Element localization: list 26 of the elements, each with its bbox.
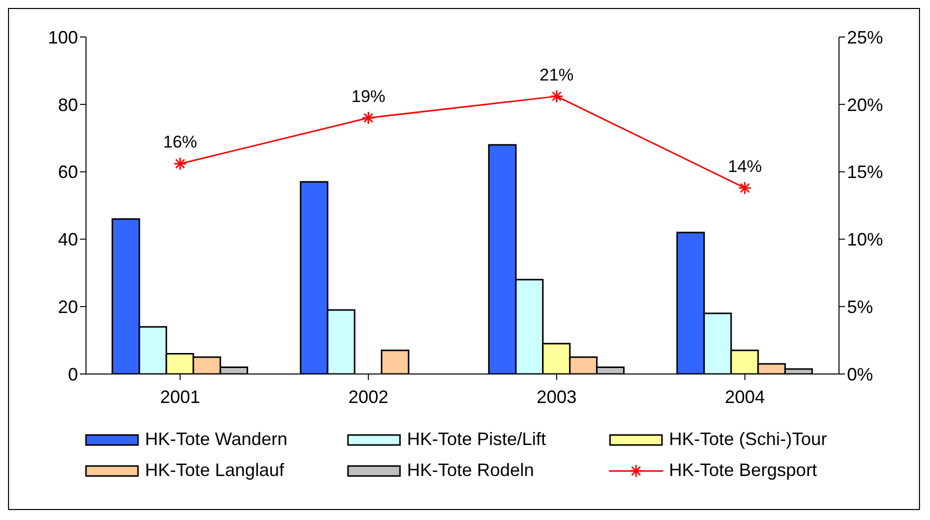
x-tick-label: 2001 [160,386,200,407]
y2-tick-label: 0% [847,364,874,384]
y2-tick-label: 20% [847,94,884,115]
legend-label: HK-Tote Piste/Lift [407,429,546,450]
y-tick-label: 40 [58,230,78,250]
legend-label: HK-Tote Langlauf [145,460,284,481]
data-label: 16% [163,132,198,152]
y2-tick-label: 5% [847,296,874,317]
legend-label: HK-Tote Wandern [145,429,288,450]
y2-tick-label: 10% [847,230,884,250]
data-label: 19% [351,86,386,106]
y2-tick-label: 15% [847,162,884,182]
data-label: 21% [540,65,574,84]
y-tick-label: 20 [58,296,78,317]
y-tick-label: 80 [58,94,78,115]
x-tick-label: 2004 [724,386,765,407]
y-tick-label: 100 [48,27,78,48]
legend-label: HK-Tote Rodeln [407,460,534,481]
y2-tick-label: 25% [847,27,884,48]
y-tick-label: 0 [68,364,78,384]
data-label: 14% [728,156,762,176]
x-tick-label: 2003 [536,386,577,407]
legend-label: HK-Tote (Schi-)Tour [669,429,828,450]
y-tick-label: 60 [58,162,78,182]
x-tick-label: 2002 [348,386,388,407]
legend-label: HK-Tote Bergsport [669,460,818,481]
